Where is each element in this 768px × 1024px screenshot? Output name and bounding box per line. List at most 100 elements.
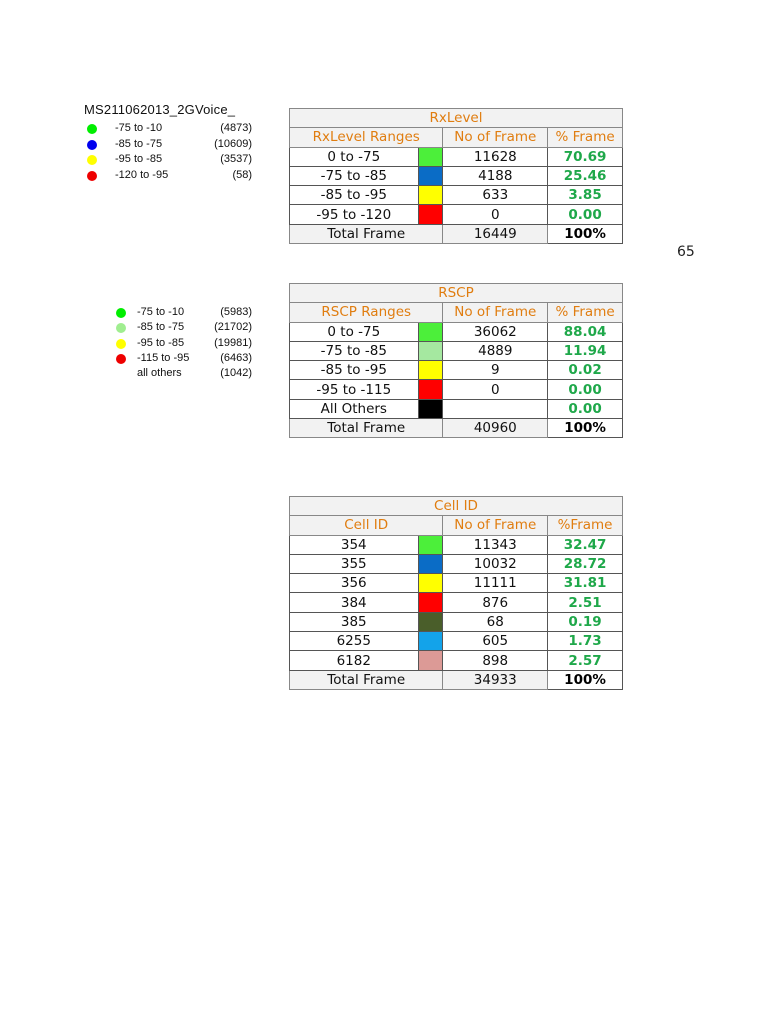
color-swatch	[417, 185, 444, 206]
legend-dot-icon	[116, 323, 126, 334]
total-percent: 100%	[547, 418, 623, 439]
frame-count: 9	[442, 360, 549, 381]
rxlevel-map-legend: MS211062013_2GVoice_ -75 to -10 (4873) -85…	[84, 102, 259, 183]
frame-percent: 3.85	[547, 185, 623, 206]
total-label: Total Frame	[288, 669, 444, 690]
frame-percent: 1.73	[547, 631, 623, 652]
frame-percent: 70.69	[547, 146, 623, 167]
frame-percent: 0.00	[547, 379, 623, 400]
column-header-percent: % Frame	[547, 302, 623, 323]
legend-range: -85 to -75	[137, 321, 185, 334]
table-row: 6255 605 1.73	[289, 631, 623, 652]
frame-count: 0	[442, 379, 549, 400]
frame-percent: 2.51	[547, 592, 623, 613]
legend-dot-icon	[116, 308, 126, 318]
legend-count: (4873)	[220, 122, 252, 134]
table-row: -75 to -85 4188 25.46	[289, 165, 623, 187]
legend-range: -115 to -95	[137, 351, 190, 364]
frame-percent: 2.57	[547, 650, 623, 671]
frame-count: 0	[442, 204, 549, 225]
row-label: 0 to -75	[289, 321, 419, 342]
table-row: 355 10032 28.72	[289, 553, 623, 575]
frame-count: 11111	[442, 573, 549, 594]
legend-title: MS211062013_2GVoice_	[84, 102, 236, 117]
total-row: Total Frame 16449 100%	[288, 223, 623, 245]
legend-item: -115 to -95 (6463)	[114, 351, 259, 366]
table-row: 0 to -75 36062 88.04	[289, 321, 623, 342]
row-label: 6182	[289, 650, 419, 671]
row-label: -95 to -115	[289, 379, 419, 400]
table-row: 6182 898 2.57	[289, 650, 623, 671]
legend-item: -85 to -75 (21702)	[114, 320, 259, 335]
legend-item: -120 to -95 (58)	[84, 168, 259, 184]
legend-item: all others (1042)	[114, 366, 259, 381]
total-label: Total Frame	[288, 418, 444, 439]
frame-percent: 0.19	[547, 611, 623, 633]
legend-dot-icon	[87, 155, 97, 165]
row-label: All Others	[289, 398, 419, 420]
frame-count: 36062	[442, 321, 549, 342]
table-header-row: Cell ID No of Frame %Frame	[288, 515, 623, 536]
frame-count: 898	[442, 650, 549, 671]
table-title: Cell ID	[289, 495, 623, 517]
table-row: -85 to -95 633 3.85	[289, 185, 623, 206]
column-header-frames: No of Frame	[442, 127, 549, 148]
color-swatch	[417, 631, 444, 652]
frame-percent: 11.94	[547, 340, 623, 362]
table-row: 0 to -75 11628 70.69	[289, 146, 623, 167]
legend-item: -75 to -10 (5983)	[114, 305, 259, 320]
frame-percent: 0.00	[547, 398, 623, 420]
frame-count: 11343	[442, 534, 549, 555]
table-row: -85 to -95 9 0.02	[289, 360, 623, 381]
row-label: -75 to -85	[289, 165, 419, 187]
page-number: 65	[677, 244, 695, 260]
color-swatch	[417, 379, 444, 400]
color-swatch	[417, 360, 444, 381]
color-swatch	[417, 146, 444, 167]
total-row: Total Frame 34933 100%	[288, 669, 623, 690]
table-title-row: Cell ID	[289, 495, 623, 517]
frame-count	[442, 398, 549, 420]
legend-range: -95 to -85	[137, 336, 185, 349]
color-swatch	[417, 650, 444, 671]
column-header-range: Cell ID	[288, 515, 444, 536]
cell-id-table: Cell ID Cell ID No of Frame %Frame 354 11343 3…	[288, 495, 623, 690]
legend-item: -75 to -10 (4873)	[84, 121, 259, 137]
table-row: 356 11111 31.81	[289, 573, 623, 594]
legend-count: (1042)	[220, 367, 252, 380]
total-frames: 40960	[442, 418, 549, 439]
color-swatch	[417, 611, 444, 633]
legend-range: -75 to -10	[137, 306, 185, 318]
color-swatch	[417, 534, 444, 555]
table-header-row: RSCP Ranges No of Frame% Frame	[288, 302, 623, 323]
legend-count: (6463)	[220, 351, 252, 364]
table-row: 384 876 2.51	[289, 592, 623, 613]
legend-range: -120 to -95	[115, 168, 169, 181]
frame-percent: 28.72	[547, 553, 623, 575]
color-swatch	[417, 321, 444, 342]
color-swatch	[417, 553, 444, 575]
row-label: 6255	[289, 631, 419, 652]
legend-dot-icon	[87, 124, 97, 134]
frame-count: 11628	[442, 146, 549, 167]
frame-count: 4188	[442, 165, 549, 187]
frame-count: 633	[442, 185, 549, 206]
frame-percent: 0.00	[547, 204, 623, 225]
column-header-frames: No of Frame	[442, 302, 549, 323]
rscp-map-legend: -75 to -10 (5983) -85 to -75 (21702) -95 to …	[114, 305, 259, 381]
table-header-row: RxLevel Ranges No of Frame% Frame	[288, 127, 623, 148]
frame-count: 68	[442, 611, 549, 633]
total-label: Total Frame	[288, 223, 444, 245]
table-title: RxLevel	[289, 107, 623, 129]
table-row: -95 to -115 0 0.00	[289, 379, 623, 400]
legend-count: (21702)	[214, 321, 252, 334]
table-title: RSCP	[289, 282, 623, 304]
color-swatch	[417, 573, 444, 594]
legend-range: -85 to -75	[115, 137, 163, 150]
column-header-percent: % Frame	[547, 127, 623, 148]
color-swatch	[417, 165, 444, 187]
legend-count: (5983)	[220, 306, 252, 318]
row-label: -85 to -95	[289, 185, 419, 206]
legend-dot-icon	[87, 139, 97, 150]
row-label: 356	[289, 573, 419, 594]
